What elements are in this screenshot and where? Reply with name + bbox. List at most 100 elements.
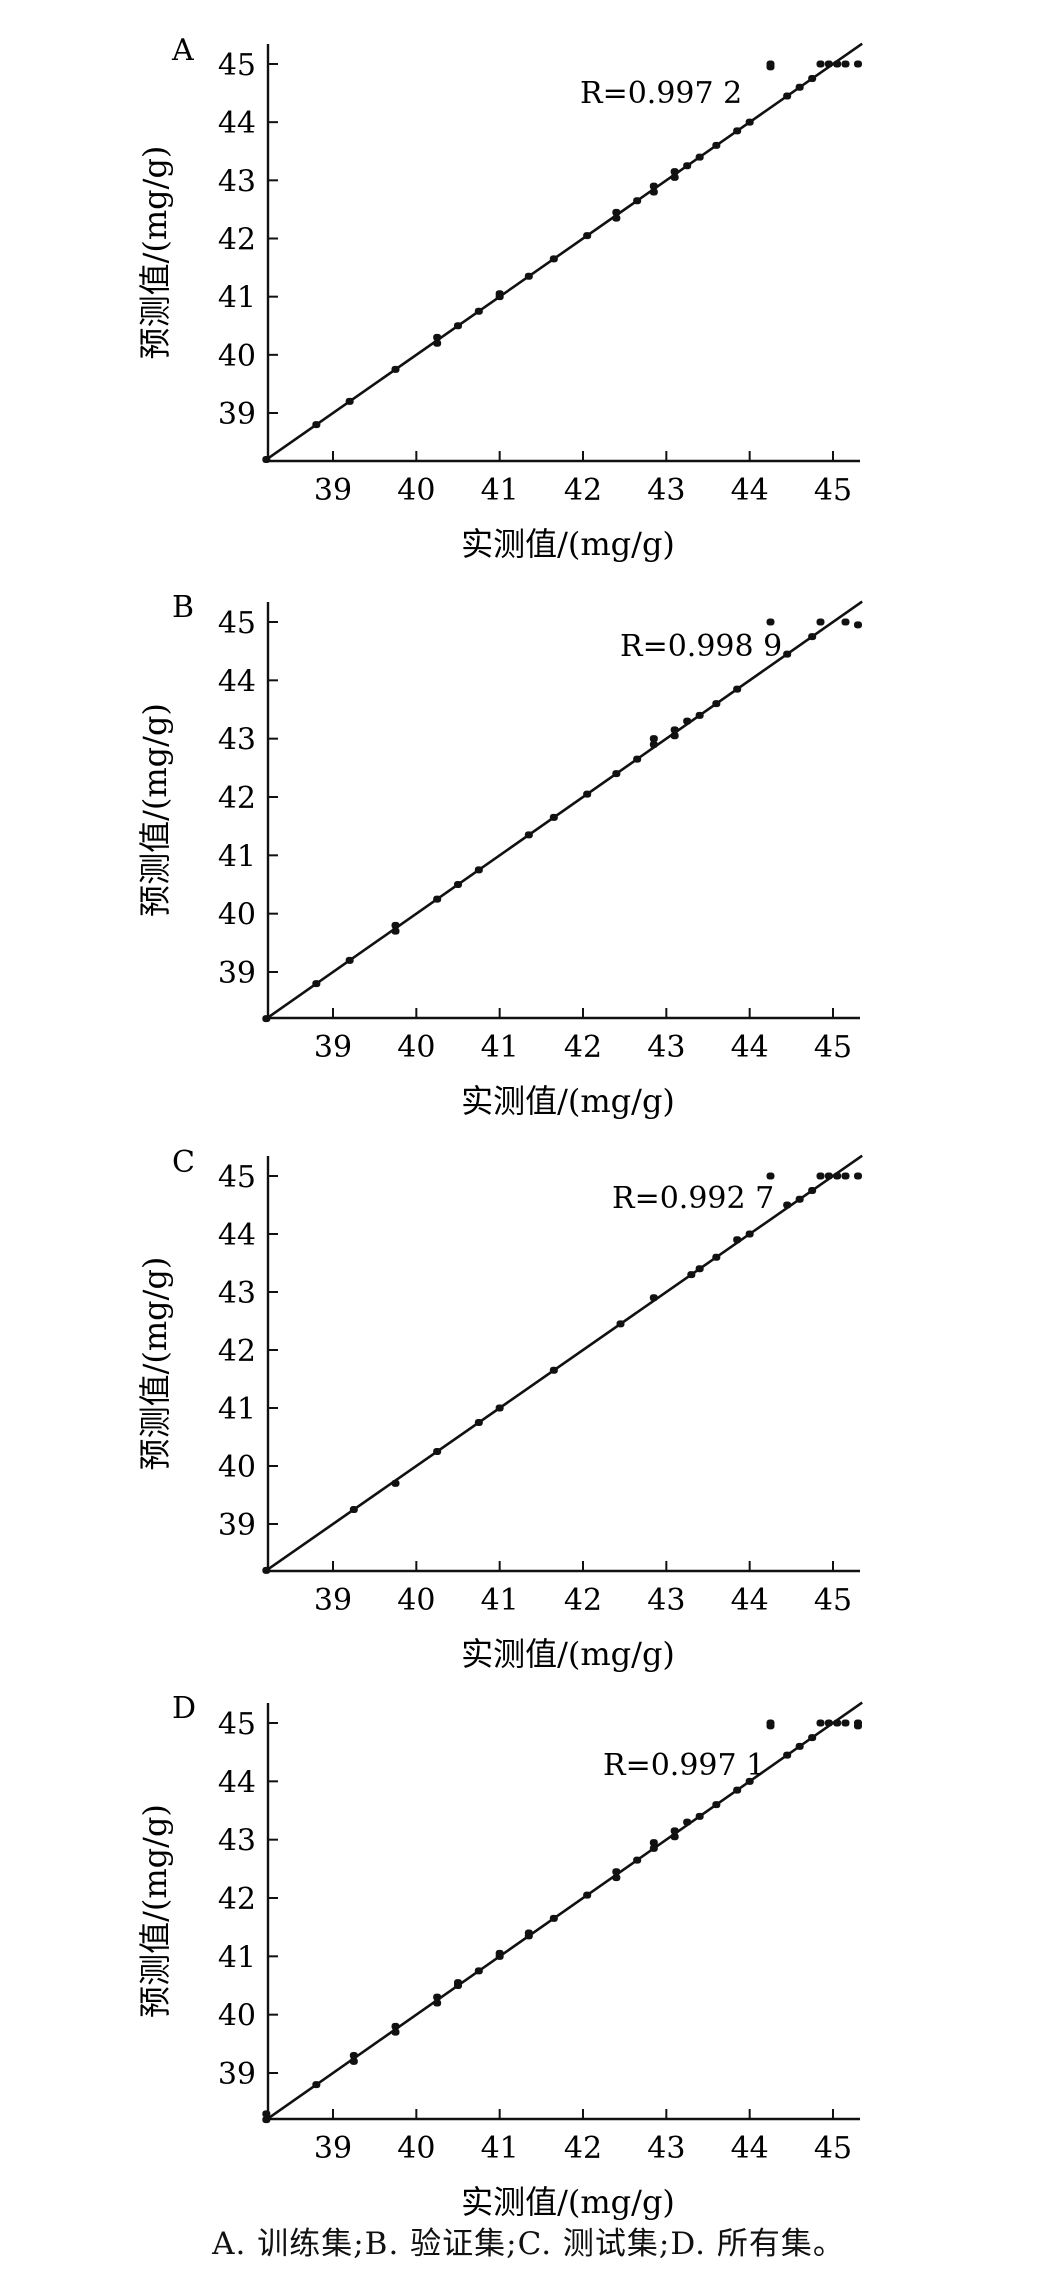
data-point [833,60,842,68]
y-tick-label: 39 [218,956,256,991]
data-point [633,197,642,205]
x-tick-label: 39 [314,2131,352,2166]
data-point [766,60,775,68]
y-tick-label: 42 [218,223,256,258]
x-tick-label: 45 [814,2131,852,2166]
data-point [795,1195,804,1203]
data-point [695,1812,704,1820]
data-point [524,272,533,280]
data-point [349,1506,358,1513]
data-point [816,1172,825,1180]
data-point [524,1929,533,1937]
data-point [612,1874,621,1882]
data-point [391,2022,400,2030]
data-point [612,1868,621,1876]
x-axis-title: 实测值/(mg/g) [461,525,675,563]
y-tick-label: 44 [218,106,256,141]
x-tick-label: 40 [397,1583,435,1618]
y-tick-label: 43 [218,1276,256,1311]
x-tick-label: 39 [314,1030,352,1065]
data-point [433,339,442,347]
data-point [391,1479,400,1487]
data-point [854,1719,862,1727]
chart-panel-A: A 39 40 41 42 43 44 45 39 40 41 42 43 44 45 实测值/(mg/g) 预… [136,33,863,563]
x-axis-title: 实测值/(mg/g) [461,2183,675,2221]
panel-letter: D [172,1691,196,1726]
data-point [649,188,658,196]
data-point [583,1891,592,1899]
x-tick-label: 43 [647,1583,685,1618]
data-point [495,1949,504,1957]
chart-panel-C: C 39 40 41 42 43 44 45 39 40 41 42 43 44 45 实测值/(mg/g) 预… [136,1145,863,1673]
data-point [649,182,658,190]
y-tick-label: 39 [218,1508,256,1543]
data-point [670,732,679,740]
y-tick-label: 43 [218,164,256,199]
data-point [474,1419,483,1426]
x-tick-label: 45 [814,1030,852,1065]
x-tick-label: 41 [481,2131,519,2166]
data-point [391,2028,400,2036]
data-point [854,1172,862,1180]
data-point [583,232,592,240]
x-tick-label: 42 [564,2131,602,2166]
data-point [454,322,462,330]
x-tick-label: 44 [731,1583,769,1618]
data-point [262,1566,271,1574]
data-point [391,927,400,935]
data-point [612,208,621,216]
data-point [549,1366,558,1374]
data-point [345,956,354,964]
data-point [695,1265,704,1273]
data-point [495,1404,504,1412]
data-point [733,685,742,693]
x-axis-title: 实测值/(mg/g) [461,1635,675,1673]
r-value-label: R=0.997 1 [603,1748,765,1783]
data-point [795,1742,804,1750]
data-point [433,1999,442,2007]
data-point [683,162,692,170]
x-axis-title: 实测值/(mg/g) [461,1082,675,1120]
x-tick-label: 44 [731,1030,769,1065]
data-point [433,333,442,341]
data-point [745,118,754,126]
data-point [783,1751,792,1759]
data-point [712,1801,721,1809]
data-point [695,711,704,719]
data-point [391,921,400,929]
x-tick-label: 41 [481,473,519,508]
data-point [808,633,817,641]
data-point [695,153,704,161]
data-point [733,1236,742,1244]
data-point [687,1271,696,1279]
data-point [824,1719,833,1727]
x-tick-label: 45 [814,1583,852,1618]
data-point [683,1818,692,1826]
x-tick-label: 42 [564,473,602,508]
data-point [795,83,804,91]
data-point [816,1719,825,1727]
data-point [549,1914,558,1922]
data-point [649,1844,658,1852]
data-point [808,75,817,83]
x-tick-label: 39 [314,1583,352,1618]
chart-panel-B: B 39 40 41 42 43 44 45 39 40 41 42 43 44 45 实测值/(mg/g) 预… [136,590,863,1120]
data-point [345,397,354,405]
data-point [745,1777,754,1785]
data-point [670,173,679,181]
y-tick-label: 40 [218,1999,256,2034]
data-point [616,1320,625,1328]
y-axis-title: 预测值/(mg/g) [136,703,174,917]
r-value-label: R=0.992 7 [612,1181,774,1216]
x-tick-label: 41 [481,1583,519,1618]
y-tick-label: 45 [218,1707,256,1742]
x-tick-label: 39 [314,473,352,508]
y-tick-label: 40 [218,1450,256,1485]
data-point [262,2110,271,2118]
y-tick-label: 45 [218,48,256,83]
x-tick-label: 43 [647,1030,685,1065]
data-point [824,60,833,68]
fit-line [265,600,863,1020]
data-point [783,1201,792,1209]
